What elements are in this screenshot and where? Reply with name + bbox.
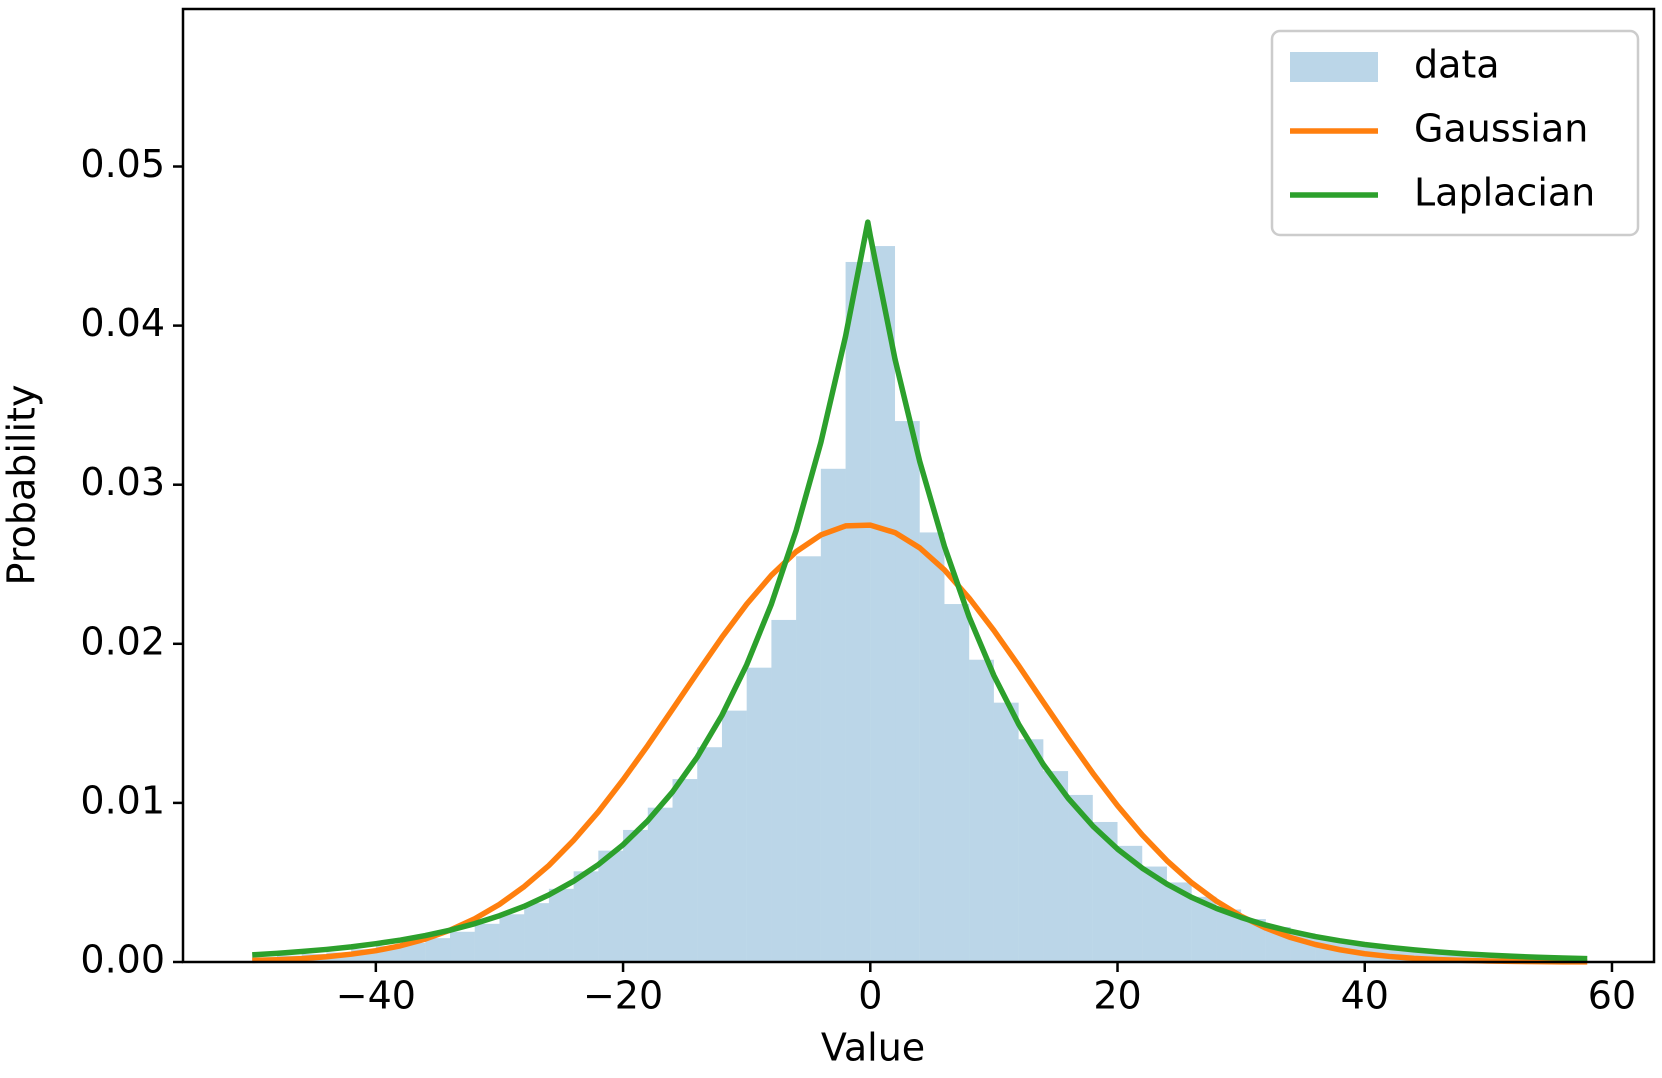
histogram-bar — [474, 923, 500, 962]
legend-label: Gaussian — [1414, 107, 1588, 151]
x-tick-label: −40 — [336, 974, 416, 1018]
histogram-bar — [919, 532, 945, 962]
y-tick-label: 0.03 — [80, 460, 165, 504]
legend-label: data — [1414, 43, 1500, 87]
histogram-bar — [895, 421, 920, 963]
histogram-bar — [845, 261, 871, 962]
histogram-bar — [944, 604, 970, 962]
histogram-bar — [623, 829, 648, 962]
x-tick-label: 0 — [858, 974, 882, 1018]
y-tick-label: 0.04 — [80, 301, 165, 345]
histogram-bar — [993, 702, 1019, 962]
x-tick-label: 20 — [1093, 974, 1141, 1018]
x-tick-label: −20 — [583, 974, 663, 1018]
y-tick-label: 0.00 — [80, 938, 165, 982]
y-tick-label: 0.05 — [80, 142, 165, 186]
legend-box — [1270, 29, 1640, 237]
x-tick-label: 40 — [1341, 974, 1389, 1018]
histogram-bar — [647, 807, 673, 962]
histogram-bar — [499, 914, 525, 962]
x-tick-label: 60 — [1588, 974, 1636, 1018]
y-axis-label: Probability — [0, 385, 44, 586]
histogram-bar — [771, 619, 797, 962]
histogram-bar — [721, 710, 747, 962]
histogram-bar — [870, 246, 896, 962]
histogram-bar — [524, 903, 549, 962]
histogram-bar — [697, 747, 722, 962]
fit-line — [252, 522, 1588, 965]
histogram-bar — [969, 659, 994, 962]
histogram-bar — [450, 931, 475, 962]
histogram-bar — [548, 888, 574, 962]
histogram-bar — [1043, 771, 1069, 962]
legend-label: Laplacian — [1414, 171, 1595, 215]
histogram-bar — [400, 942, 426, 962]
legend-swatch — [1290, 52, 1378, 82]
histogram-bar — [820, 468, 846, 962]
legend: data Gaussian Laplacian — [1270, 29, 1640, 237]
y-tick-label: 0.01 — [80, 778, 165, 822]
histogram-bar — [1018, 739, 1044, 962]
fit-line — [252, 219, 1588, 962]
histogram-bar — [425, 938, 451, 962]
histogram-bar — [598, 850, 624, 962]
histogram-bar — [746, 667, 772, 962]
y-tick-label: 0.02 — [80, 619, 165, 663]
histogram-bar — [796, 556, 821, 962]
x-axis-label: Value — [821, 1026, 925, 1070]
histogram-bar — [672, 779, 698, 962]
histogram-bar — [573, 871, 599, 962]
